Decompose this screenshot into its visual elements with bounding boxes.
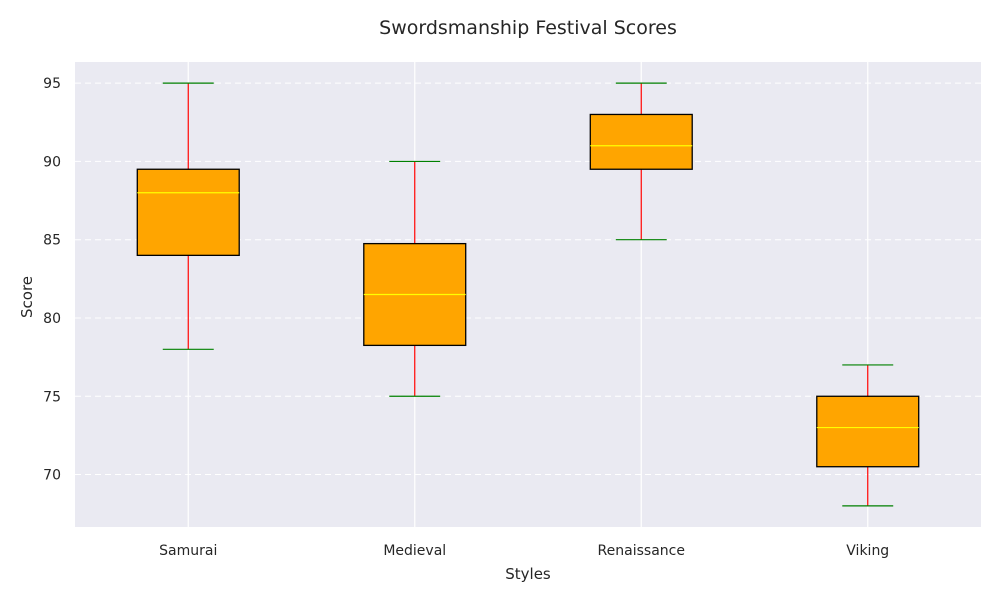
y-tick-label: 80 (43, 311, 61, 327)
x-tick-label: Medieval (383, 543, 446, 559)
box-group-samurai (136, 82, 240, 350)
box (816, 395, 920, 468)
box (589, 113, 693, 170)
box-group-viking (816, 364, 920, 507)
y-tick-label: 70 (43, 468, 61, 484)
box-group-renaissance (589, 82, 693, 241)
y-tick-label: 85 (43, 233, 61, 249)
chart-title: Swordsmanship Festival Scores (379, 17, 677, 39)
y-axis-label: Score (18, 276, 36, 318)
y-tick-labels: 70 75 80 85 90 95 (43, 76, 61, 483)
y-tick-label: 95 (43, 76, 61, 92)
x-axis-label: Styles (505, 565, 551, 583)
y-tick-label: 75 (43, 389, 61, 405)
x-tick-label: Viking (846, 543, 889, 559)
box (136, 168, 240, 257)
box-group-medieval (363, 160, 467, 397)
y-tick-label: 90 (43, 154, 61, 170)
box-marks (136, 82, 920, 507)
x-tick-label: Samurai (159, 543, 217, 559)
x-tick-labels: Samurai Medieval Renaissance Viking (159, 543, 889, 559)
x-tick-label: Renaissance (598, 543, 685, 559)
